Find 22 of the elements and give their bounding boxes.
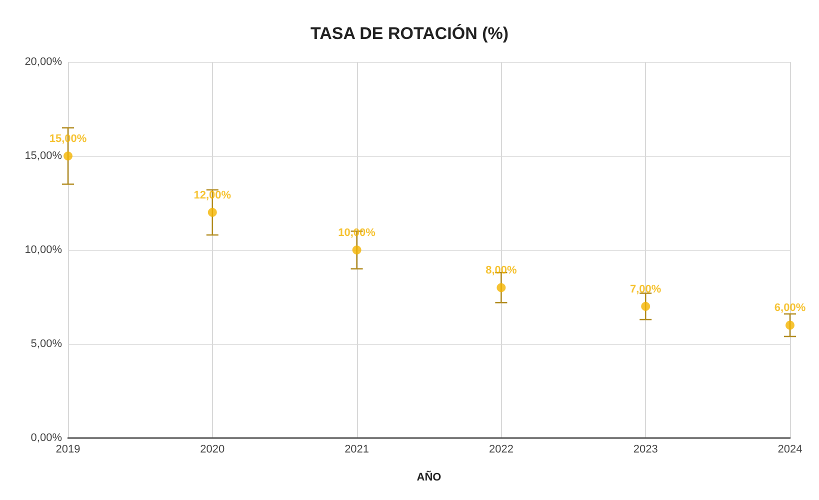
y-tick-label: 15,00% [24,150,62,162]
x-tick-label: 2024 [778,444,802,456]
x-tick-label: 2019 [56,444,80,456]
point [786,320,794,330]
y-tick-label: 5,00% [30,338,62,350]
data-label: 8,00% [486,264,518,277]
y-tick-label: 20,00% [24,56,62,68]
point [641,302,650,311]
point [64,152,72,160]
x-tick-label: 2022 [488,444,514,456]
y-tick-label: 10,00% [24,244,62,256]
point [496,283,506,292]
point [352,246,362,254]
x-tick-label: 2021 [344,444,370,456]
y-tick-label: 0,00% [30,432,62,444]
chart-title: TASA DE ROTACIÓN (%) [310,23,509,43]
data-label: 7,00% [630,283,662,296]
x-tick-label: 2020 [200,444,225,456]
x-axis-title: AÑO [416,470,442,484]
data-label: 6,00% [774,302,806,314]
point [208,208,217,217]
x-tick-label: 2023 [633,444,658,456]
